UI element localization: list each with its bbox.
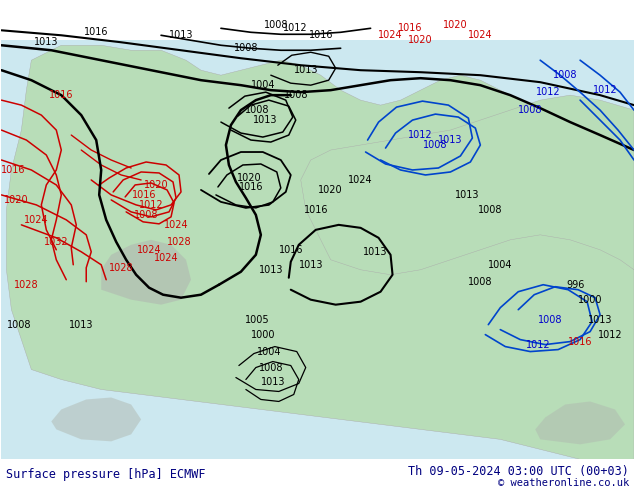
Polygon shape <box>535 401 625 444</box>
Text: 1024: 1024 <box>164 220 188 230</box>
Text: 1024: 1024 <box>348 175 373 185</box>
Text: 1008: 1008 <box>468 277 493 287</box>
Text: © weatheronline.co.uk: © weatheronline.co.uk <box>498 478 629 488</box>
Text: 1000: 1000 <box>250 330 275 340</box>
Polygon shape <box>51 397 141 441</box>
Text: 1028: 1028 <box>167 237 191 247</box>
Text: 1028: 1028 <box>14 280 39 290</box>
Text: 1004: 1004 <box>257 346 281 357</box>
Polygon shape <box>101 240 191 305</box>
Text: 1016: 1016 <box>568 337 592 346</box>
Text: 1000: 1000 <box>578 294 602 305</box>
Text: 1008: 1008 <box>134 210 158 220</box>
Text: 1012: 1012 <box>139 200 164 210</box>
Text: 1004: 1004 <box>250 80 275 90</box>
Text: 1013: 1013 <box>363 247 388 257</box>
FancyBboxPatch shape <box>1 40 634 459</box>
Text: 1008: 1008 <box>424 140 448 150</box>
Text: Th 09-05-2024 03:00 UTC (00+03): Th 09-05-2024 03:00 UTC (00+03) <box>408 465 629 478</box>
Text: 1012: 1012 <box>536 87 560 97</box>
Text: 1012: 1012 <box>408 130 433 140</box>
Text: 1016: 1016 <box>84 27 108 37</box>
Text: 1008: 1008 <box>259 363 283 372</box>
Text: 1008: 1008 <box>478 205 503 215</box>
Polygon shape <box>6 45 634 459</box>
Text: 1005: 1005 <box>245 315 269 325</box>
Text: 1008: 1008 <box>283 90 308 100</box>
Text: 1020: 1020 <box>408 35 433 45</box>
Text: 1028: 1028 <box>109 263 134 273</box>
Text: 1008: 1008 <box>553 70 578 80</box>
Text: 1020: 1020 <box>318 185 343 195</box>
Text: 1020: 1020 <box>236 173 261 183</box>
Text: 1024: 1024 <box>137 245 162 255</box>
Text: 1012: 1012 <box>598 330 623 340</box>
Text: 1013: 1013 <box>455 190 480 200</box>
Text: 1008: 1008 <box>264 20 288 30</box>
Text: 1024: 1024 <box>153 253 178 263</box>
Text: 996: 996 <box>566 280 585 290</box>
Text: 1016: 1016 <box>132 190 157 200</box>
Text: 1012: 1012 <box>283 24 308 33</box>
Text: 1004: 1004 <box>488 260 512 270</box>
Text: 1013: 1013 <box>588 315 612 325</box>
Text: 1024: 1024 <box>24 215 49 225</box>
Text: 1013: 1013 <box>252 115 277 125</box>
Text: 1032: 1032 <box>44 237 68 247</box>
Text: 1024: 1024 <box>378 30 403 40</box>
Text: 1012: 1012 <box>593 85 618 95</box>
Text: 1016: 1016 <box>49 90 74 100</box>
Text: 1016: 1016 <box>304 205 328 215</box>
Text: 1016: 1016 <box>1 165 25 175</box>
Text: 1013: 1013 <box>69 319 93 330</box>
Text: 1013: 1013 <box>299 260 323 270</box>
Polygon shape <box>301 95 634 275</box>
Text: 1016: 1016 <box>309 30 333 40</box>
Text: 1016: 1016 <box>398 24 423 33</box>
Text: 1008: 1008 <box>7 319 32 330</box>
Text: 1013: 1013 <box>34 37 58 47</box>
Text: 1013: 1013 <box>294 65 318 75</box>
Text: 1016: 1016 <box>278 245 303 255</box>
Text: 1020: 1020 <box>144 180 169 190</box>
Text: 1008: 1008 <box>233 43 258 53</box>
Text: 1016: 1016 <box>238 182 263 192</box>
Text: 1008: 1008 <box>518 105 543 115</box>
Text: 1020: 1020 <box>443 20 468 30</box>
Text: 1013: 1013 <box>261 376 285 387</box>
Text: 1008: 1008 <box>245 105 269 115</box>
Text: Surface pressure [hPa] ECMWF: Surface pressure [hPa] ECMWF <box>6 468 206 481</box>
Text: 1024: 1024 <box>468 30 493 40</box>
Text: 1012: 1012 <box>526 340 550 349</box>
Text: 1008: 1008 <box>538 315 562 325</box>
Text: 1013: 1013 <box>438 135 463 145</box>
Text: 1013: 1013 <box>169 30 193 40</box>
Text: 1020: 1020 <box>4 195 29 205</box>
FancyBboxPatch shape <box>1 459 634 489</box>
Text: 1013: 1013 <box>259 265 283 275</box>
